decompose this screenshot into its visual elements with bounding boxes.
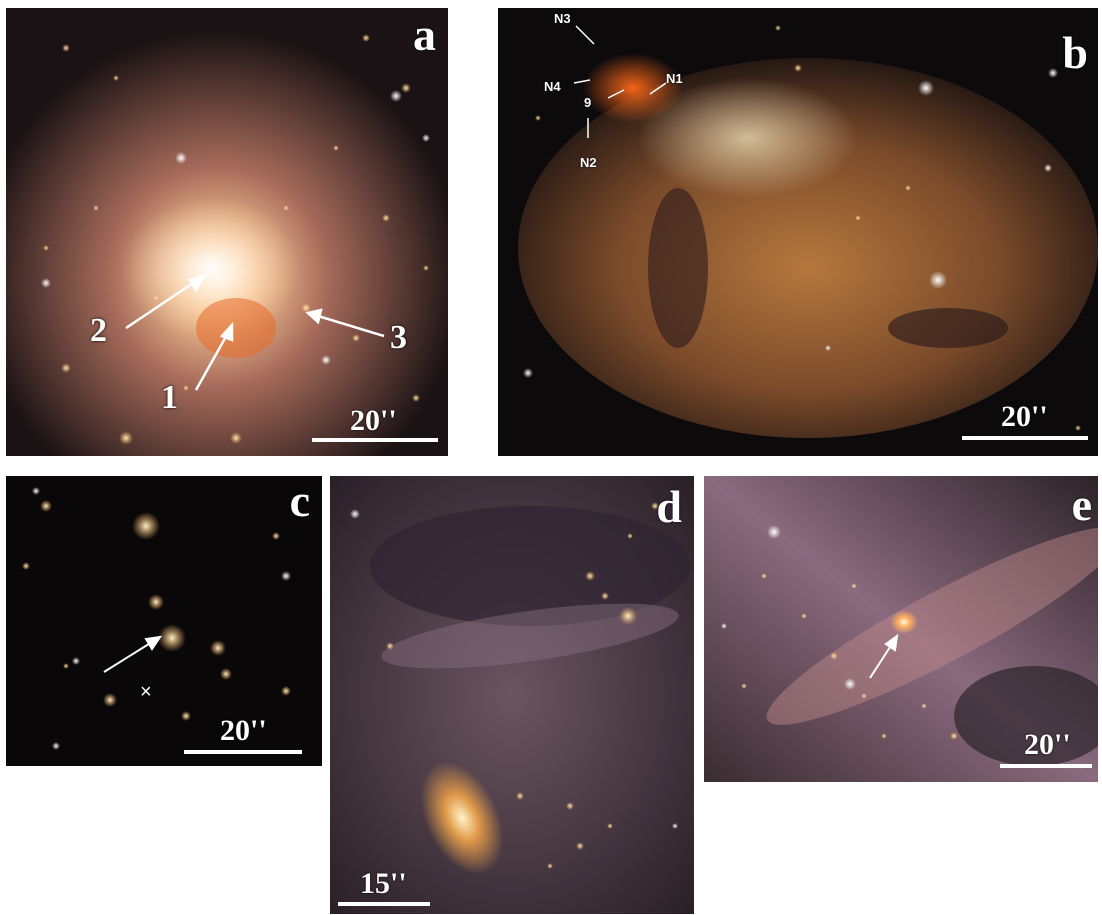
panel-b-nebula-image	[498, 8, 1098, 456]
panel-d-scale-label: 15''	[360, 869, 407, 899]
panel-e-letter: e	[1072, 482, 1092, 528]
panel-a-label-1: 1	[161, 381, 178, 415]
panel-c-letter: c	[290, 478, 310, 524]
panel-e: e 20''	[704, 476, 1098, 782]
panel-c-scale-label: 20''	[220, 716, 267, 746]
panel-b-label-9: 9	[584, 96, 591, 109]
panel-c-scale-bar	[184, 750, 302, 754]
panel-d: d 15''	[330, 476, 694, 914]
panel-c-field-image	[6, 476, 322, 766]
panel-a-scale-label: 20''	[350, 406, 397, 436]
panel-c-marker: ×	[140, 682, 152, 702]
panel-d-nebula-image	[330, 476, 694, 914]
panel-d-letter: d	[656, 484, 682, 530]
panel-b-scale-bar	[962, 436, 1088, 440]
panel-a-letter: a	[413, 12, 436, 58]
panel-a-scale-bar	[312, 438, 438, 442]
panel-b-label-n2: N2	[580, 156, 597, 169]
panel-a-label-3: 3	[390, 321, 407, 355]
panel-e-scale-label: 20''	[1024, 730, 1071, 760]
panel-c: c × 20''	[6, 476, 322, 766]
panel-a-label-2: 2	[90, 314, 107, 348]
panel-b-scale-label: 20''	[1001, 402, 1048, 432]
panel-d-scale-bar	[338, 902, 430, 906]
panel-a-nebula-image	[6, 8, 448, 456]
panel-a: a 1 2 3 20''	[6, 8, 448, 456]
panel-b: b N3 N4 9 N2 N1 20''	[498, 8, 1098, 456]
panel-b-letter: b	[1062, 30, 1088, 76]
panel-b-label-n1: N1	[666, 72, 683, 85]
panel-e-scale-bar	[1000, 764, 1092, 768]
panel-b-label-n4: N4	[544, 80, 561, 93]
panel-b-label-n3: N3	[554, 12, 571, 25]
